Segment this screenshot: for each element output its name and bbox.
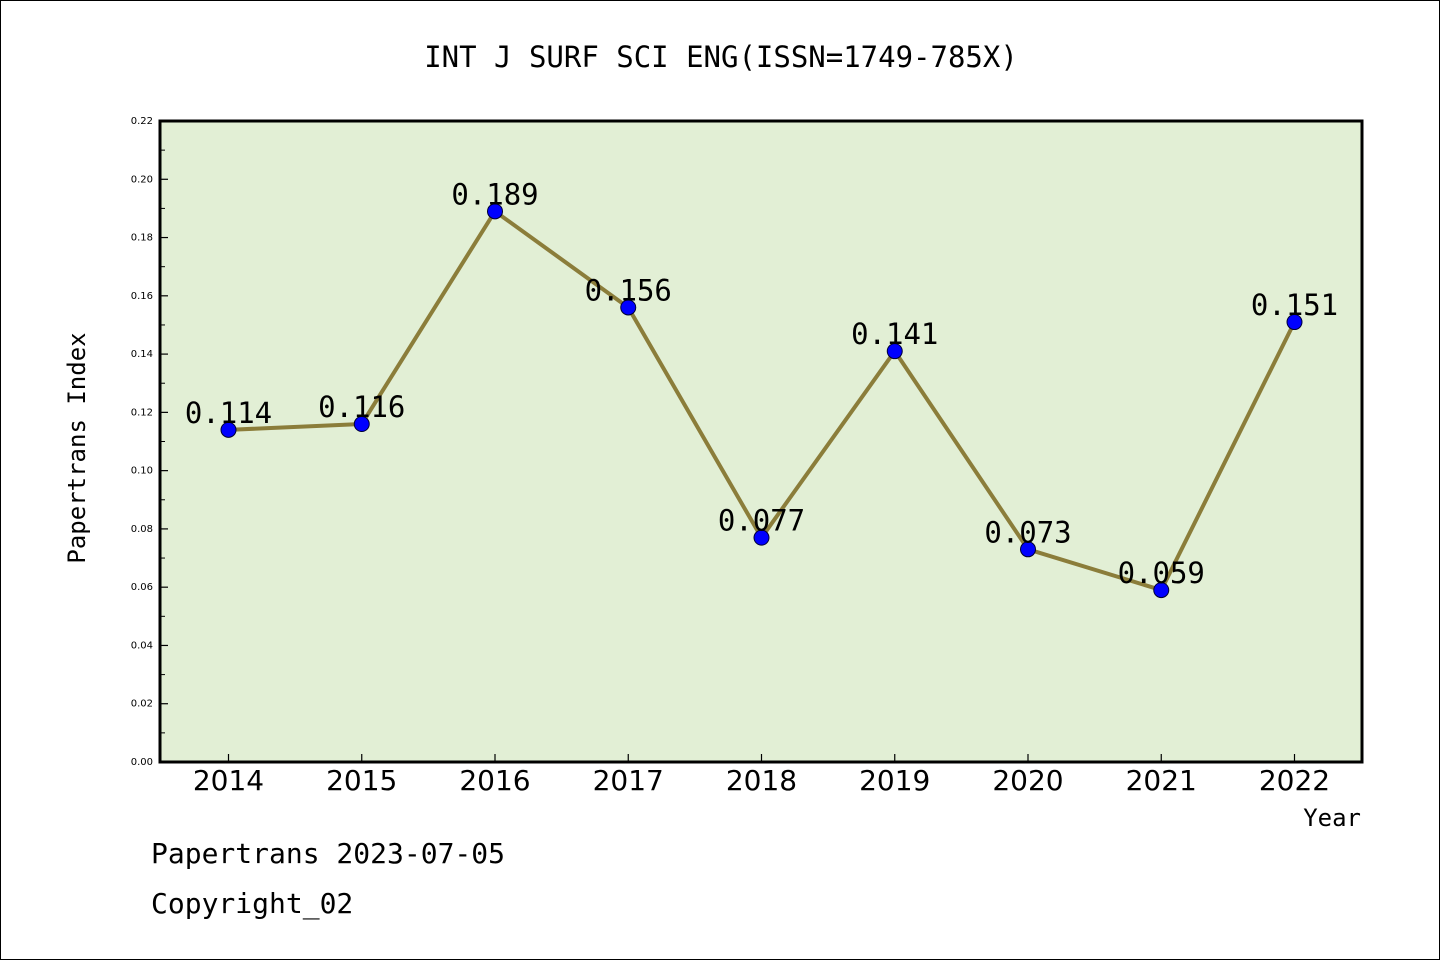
data-label: 0.151 <box>1251 288 1338 322</box>
y-tick-label: 0.02 <box>131 699 153 710</box>
series-markers <box>220 203 1303 599</box>
x-tick-label: 2020 <box>992 764 1063 797</box>
data-point <box>487 203 503 220</box>
y-tick-label: 0.14 <box>131 349 153 360</box>
data-point <box>1286 314 1303 331</box>
data-label: 0.156 <box>585 273 672 307</box>
plot-area <box>158 119 1364 764</box>
data-label: 0.189 <box>451 177 538 211</box>
footer-date: Papertrans 2023-07-05 <box>151 837 506 870</box>
data-point <box>220 421 237 438</box>
y-tick-label: 0.16 <box>131 291 153 302</box>
x-tick-label: 2016 <box>459 764 530 797</box>
y-axis-ticks: 0.00 0.02 0.04 0.06 0.08 0.10 0.12 0.14 0.16 0.18… <box>131 116 168 768</box>
x-tick-label: 2015 <box>326 764 397 797</box>
footer-copyright: Copyright_02 <box>151 887 354 920</box>
x-axis-ticks: 2014 2015 2016 2017 2018 2019 2020 2021 2022 <box>193 754 1330 797</box>
y-tick-label: 0.22 <box>131 116 153 127</box>
y-tick-label: 0.08 <box>131 524 153 535</box>
data-point <box>1020 541 1036 558</box>
x-tick-label: 2019 <box>859 764 930 797</box>
data-point <box>620 299 637 316</box>
x-tick-label: 2021 <box>1126 764 1197 797</box>
y-tick-label: 0.18 <box>131 233 153 244</box>
data-point <box>753 529 770 546</box>
data-label: 0.141 <box>851 317 938 351</box>
y-axis-label: Papertrans Index <box>63 332 91 563</box>
y-tick-label: 0.04 <box>131 640 153 651</box>
chart-title: INT J SURF SCI ENG(ISSN=1749-785X) <box>424 40 1018 74</box>
x-axis-label: Year <box>1303 804 1361 832</box>
y-tick-label: 0.00 <box>131 757 153 768</box>
data-labels: 0.114 0.116 0.189 0.156 0.077 0.141 0.073 0.059… <box>185 177 1338 590</box>
x-tick-label: 2014 <box>193 764 264 797</box>
data-point <box>353 416 370 433</box>
data-point <box>886 343 903 360</box>
x-tick-label: 2022 <box>1259 764 1330 797</box>
data-point <box>1153 582 1170 599</box>
x-tick-label: 2017 <box>593 764 664 797</box>
data-label: 0.059 <box>1118 556 1205 590</box>
y-tick-label: 0.10 <box>131 466 153 477</box>
data-label: 0.114 <box>185 396 272 430</box>
y-tick-label: 0.06 <box>131 582 153 593</box>
y-tick-label: 0.12 <box>131 407 153 418</box>
x-tick-label: 2018 <box>726 764 797 797</box>
data-label: 0.073 <box>984 515 1071 549</box>
data-label: 0.116 <box>318 390 405 424</box>
y-tick-label: 0.20 <box>131 174 153 185</box>
data-label: 0.077 <box>718 504 805 538</box>
